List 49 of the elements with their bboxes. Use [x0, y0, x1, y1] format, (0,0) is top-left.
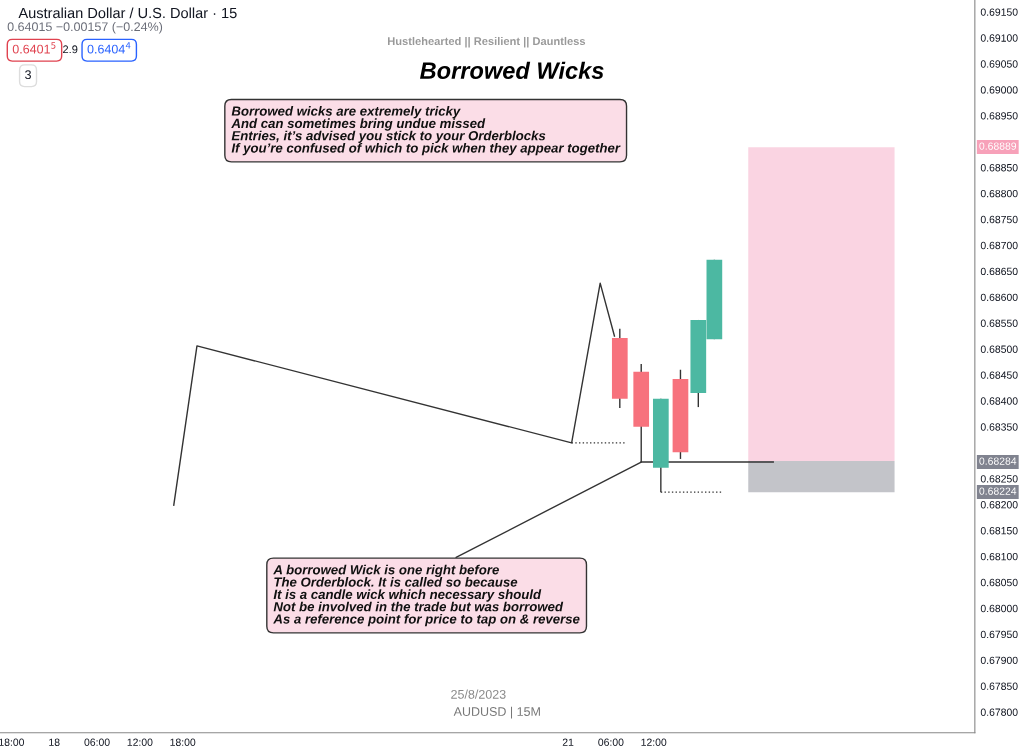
text: 0.68224 [979, 487, 1017, 495]
x-tick-label: 18 [49, 738, 60, 746]
y-tick-label: 0.68600 [980, 293, 1018, 302]
y-tick-label: 0.68650 [980, 267, 1018, 276]
y-tick-label: 0.68550 [980, 319, 1018, 327]
x-tick-label: 06:00 [84, 738, 110, 746]
y-tick-label: 0.68850 [980, 164, 1018, 172]
y-tick-label: 0.68100 [980, 552, 1018, 561]
y-tick-label: 0.67850 [980, 682, 1018, 690]
y-tick-label: 0.68250 [980, 475, 1018, 483]
x-tick-label: 21 [562, 738, 574, 746]
annotation: Australian Dollar / U.S. Dollar · 15 [18, 7, 237, 19]
y-tick-label: 0.69100 [980, 34, 1018, 42]
text: Borrowed Wicks [420, 61, 604, 79]
x-tick-label: 18:00 [0, 738, 25, 746]
y-tick-label: 0.68800 [980, 189, 1018, 198]
y-tick-label: 0.68950 [980, 112, 1018, 120]
annotation: 3 [25, 70, 31, 80]
x-tick-label: 06:00 [598, 738, 624, 746]
x-tick-label: 12:00 [641, 738, 667, 746]
annotation: 25/8/2023 [451, 689, 506, 699]
annotation: Borrowed wicks are extremely tricky And can sometimes bring undue missed Entries, it’s advised you stick to your Orderblocks If you’re confused of which to pick when they appear together [231, 106, 621, 156]
x-tick-label: 18:00 [170, 738, 196, 746]
y-tick-label: 0.68050 [980, 578, 1018, 587]
annotation: 0.6401$^{5}$ [12, 42, 56, 54]
y-tick-label: 0.68750 [980, 215, 1018, 224]
y-tick-label: 0.68450 [980, 371, 1018, 379]
annotation: 2.9 [63, 45, 78, 54]
y-tick-label: 0.67950 [980, 630, 1018, 639]
annotation: AUDUSD | 15M [453, 706, 540, 719]
y-tick-label: 0.68000 [980, 604, 1018, 613]
annotation: A borrowed Wick is one right before The Orderblock. It is called so because It is a candle wick which necessary should Not be involved in the trade but was borrowed As a reference point for price to tap on & reverse [273, 564, 580, 627]
y-tick-label: 0.68700 [980, 241, 1018, 250]
y-tick-label: 0.67800 [980, 708, 1018, 716]
y-tick-label: 0.68150 [980, 527, 1018, 535]
y-tick-label: 0.69150 [980, 8, 1018, 16]
annotation: 0.6404$^{4}$ [87, 42, 131, 54]
text: Hustlehearted || Resilient || Dauntless [388, 36, 586, 48]
y-tick-label: 0.69050 [980, 60, 1018, 68]
x-tick-label: 12:00 [127, 738, 153, 746]
y-tick-label: 0.68500 [980, 345, 1018, 353]
text: 0.68284 [979, 457, 1017, 465]
y-tick-label: 0.68350 [980, 423, 1018, 431]
y-tick-label: 0.68200 [980, 501, 1018, 509]
y-tick-label: 0.69000 [980, 86, 1018, 94]
y-tick-label: 0.67900 [980, 656, 1018, 665]
text: 0.68889 [979, 142, 1017, 150]
annotation: 0.64015 −0.00157 (−0.24%) [7, 21, 163, 34]
y-tick-label: 0.68400 [980, 397, 1018, 405]
